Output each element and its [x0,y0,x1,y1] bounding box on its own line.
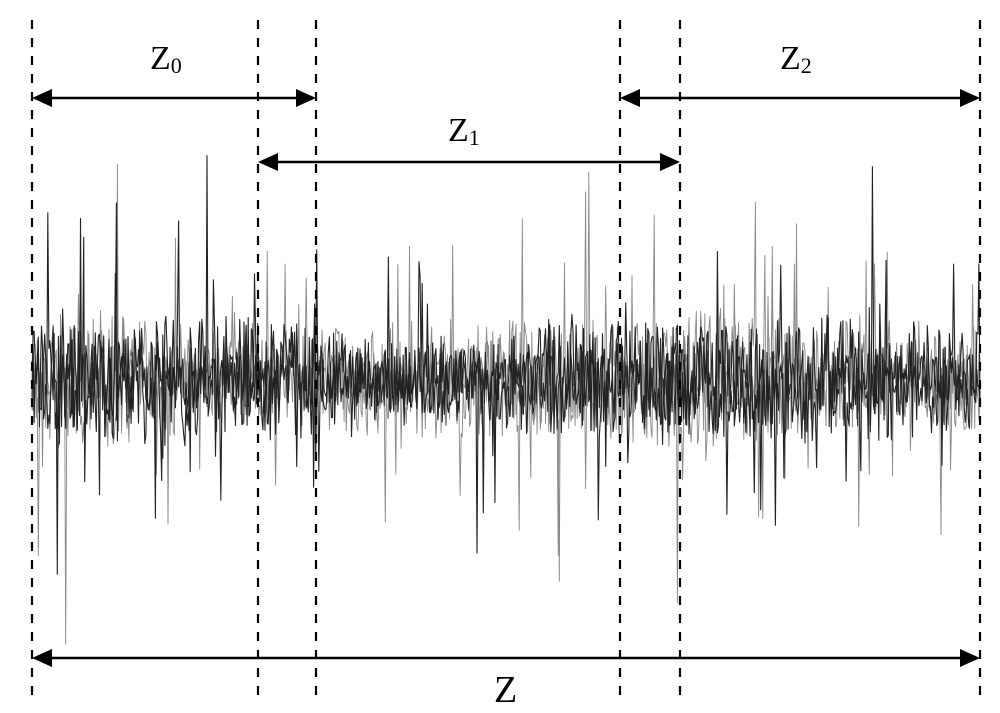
span-label-sub: 1 [469,125,480,150]
span-label-sub: 0 [171,53,182,78]
span-label-z: Z [494,668,517,712]
figure-root: Z0Z1Z2Z [0,0,1000,713]
span-label-base: Z [494,669,517,711]
figure-svg [0,0,1000,713]
span-label-z1: Z1 [448,112,480,151]
span-label-z2: Z2 [780,40,812,79]
span-label-z0: Z0 [150,40,182,79]
span-label-sub: 2 [801,53,812,78]
span-label-base: Z [448,112,469,149]
span-label-base: Z [150,40,171,77]
span-label-base: Z [780,40,801,77]
